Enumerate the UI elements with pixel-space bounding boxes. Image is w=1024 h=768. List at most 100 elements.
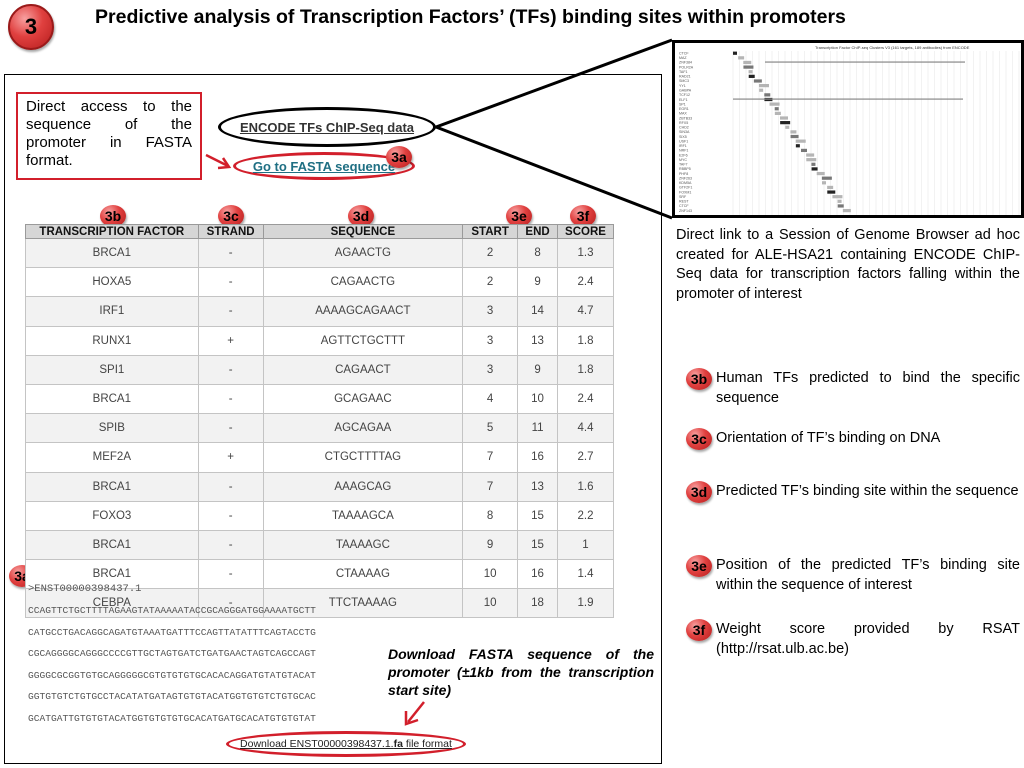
- track-label: SIN3A: [679, 130, 690, 134]
- legend-badge: 3e: [686, 555, 712, 577]
- track-label: RBBP5: [679, 167, 691, 171]
- track-label: YY1: [679, 84, 686, 88]
- legend-text: Weight score provided by RSAT (http://rs…: [716, 621, 1020, 657]
- fasta-line: CCAGTTCTGCTTTTAGAAGTATAAAAATACCGCAGGGATG…: [28, 605, 316, 616]
- peak-mark: [811, 162, 816, 166]
- table-row: SPI1- CAGAACT 3 9 1.8: [25, 354, 614, 385]
- cell-tf: SPIB: [25, 413, 199, 444]
- slide-number-badge: 3: [8, 4, 54, 50]
- peak-mark: [816, 171, 825, 176]
- table-row: BRCA1- GCAGAAC 4 10 2.4: [25, 383, 614, 415]
- peak-mark: [811, 167, 818, 171]
- fasta-link-highlight: Go to FASTA sequence: [233, 152, 415, 180]
- peak-mark: [738, 56, 745, 60]
- cell-start: 9: [462, 529, 519, 561]
- badge-3b: 3b: [100, 205, 126, 227]
- cell-start: 2: [462, 237, 519, 269]
- track-label: SIX5: [679, 135, 687, 139]
- fasta-sequence-block: >ENST00000398437.1 CCAGTTCTGCTTTTAGAAGTA…: [28, 583, 373, 735]
- col-header-strand: STRAND: [197, 224, 264, 239]
- cell-sequence: CAGAACT: [262, 354, 464, 385]
- track-label: ZNF263: [679, 176, 692, 180]
- track-label: CTCF: [679, 51, 689, 55]
- peak-mark: [795, 144, 800, 148]
- track-label: RAD21: [679, 75, 691, 79]
- legend-text: Human TFs predicted to bind the specific…: [716, 370, 1020, 406]
- legend-text: Position of the predicted TF’s binding s…: [716, 557, 1020, 593]
- peak-mark: [795, 139, 806, 143]
- badge-3f: 3f: [570, 205, 596, 227]
- cell-sequence: GCAGAAC: [262, 383, 464, 415]
- download-link-highlight: Download ENST00000398437.1.fa file forma…: [226, 731, 466, 757]
- cell-end: 8: [517, 237, 559, 269]
- peak-mark: [774, 111, 781, 115]
- track-label: SP1: [679, 102, 686, 106]
- track-label: TAF1: [679, 70, 688, 74]
- col-header-start: START: [462, 224, 519, 239]
- cell-strand: -: [197, 354, 264, 385]
- track-label: USF1: [679, 139, 688, 143]
- cell-sequence: AGTTCTGCTTT: [262, 325, 464, 356]
- table-row: BRCA1- CTAAAAG 10 16 1.4: [25, 559, 614, 590]
- track-label: MYC: [679, 158, 687, 162]
- track-label: TAF7: [679, 163, 688, 167]
- cluster-bar: [765, 61, 965, 63]
- cell-end: 14: [517, 296, 559, 327]
- track-label: CTCF: [679, 204, 689, 208]
- cell-sequence: AAAGCAG: [262, 471, 464, 502]
- track-label: ZBTB33: [679, 116, 692, 120]
- track-label: GTF2F1: [679, 186, 692, 190]
- main-panel: [4, 74, 662, 764]
- peak-mark: [780, 116, 788, 120]
- cell-score: 4.7: [557, 296, 614, 327]
- cell-score: 1.6: [557, 471, 614, 502]
- cell-sequence: TAAAAGC: [262, 529, 464, 561]
- track-label: MAZ: [679, 56, 687, 60]
- peak-mark: [821, 176, 832, 180]
- download-fasta-link[interactable]: Download ENST00000398437.1.fa file forma…: [240, 738, 452, 750]
- fasta-line: GGGGCGCGGTGTGCAGGGGGCGTGTGTGTGCACACAGGAT…: [28, 669, 316, 681]
- download-link-ext: fa: [393, 738, 403, 750]
- go-to-fasta-link[interactable]: Go to FASTA sequence: [252, 158, 396, 174]
- cluster-bar: [733, 98, 963, 100]
- encode-chipseq-link[interactable]: ENCODE TFs ChIP-Seq data: [239, 119, 415, 135]
- tf-binding-table: TRANSCRIPTION FACTOR STRAND SEQUENCE STA…: [25, 224, 614, 619]
- table-row: SPIB - AGCAGAA 5 11 4.4: [25, 413, 614, 444]
- track-label: TCF12: [679, 93, 690, 97]
- col-header-sequence: SEQUENCE: [262, 224, 464, 239]
- fasta-line: CGCAGGGGCAGGGCCCCGTTGCTAGTGATCTGATGAACTA…: [28, 648, 316, 660]
- legend-badge: 3d: [686, 481, 712, 503]
- track-label: NRF1: [679, 149, 688, 153]
- cell-end: 10: [517, 383, 559, 415]
- col-header-tf: TRANSCRIPTION FACTOR: [25, 224, 199, 239]
- genome-browser-thumbnail[interactable]: Transcription Factor ChIP-seq Clusters V…: [672, 40, 1024, 218]
- slide-title: Predictive analysis of Transcription Fac…: [95, 6, 846, 28]
- cell-start: 8: [462, 500, 519, 531]
- cell-strand: +: [197, 442, 264, 473]
- table-body: BRCA1- AGAACTG 2 8 1.3 HOXA5- CAGAACTG 2 9 2.4 IRF…: [25, 237, 614, 619]
- cell-tf: CEBPA: [25, 588, 199, 619]
- peak-mark: [764, 93, 771, 97]
- cell-sequence: AGCAGAA: [262, 413, 464, 444]
- track-label: ZNF143: [679, 209, 692, 213]
- genome-caption: Direct link to a Session of Genome Brows…: [676, 227, 1020, 302]
- download-link-suffix: file format: [402, 738, 452, 750]
- track-label: KDM5A: [679, 181, 692, 185]
- cell-score: 1.9: [557, 588, 614, 619]
- cell-start: 7: [462, 471, 519, 502]
- cell-tf: BRCA1: [25, 471, 199, 502]
- cell-strand: -: [197, 296, 264, 327]
- cell-end: 15: [517, 529, 559, 561]
- cell-start: 4: [462, 383, 519, 415]
- peak-mark: [822, 181, 826, 185]
- cell-score: 2.4: [557, 267, 614, 298]
- cell-sequence: AGAACTG: [262, 237, 464, 269]
- cell-end: 16: [517, 559, 559, 590]
- encode-link-highlight: ENCODE TFs ChIP-Seq data: [218, 107, 436, 147]
- cell-end: 9: [517, 267, 559, 298]
- track-label: MAX: [679, 112, 687, 116]
- peak-mark: [790, 130, 797, 134]
- cell-tf: BRCA1: [25, 529, 199, 561]
- cell-tf: IRF1: [25, 296, 199, 327]
- track-label: POLR2A: [679, 65, 694, 69]
